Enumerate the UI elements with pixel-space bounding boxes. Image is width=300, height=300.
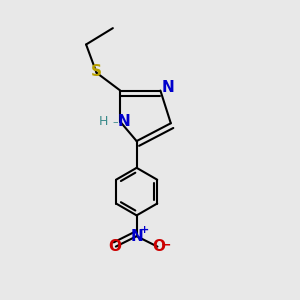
Text: –: – <box>112 117 118 128</box>
Text: O: O <box>152 239 165 254</box>
Text: +: + <box>140 225 150 235</box>
Text: N: N <box>118 114 130 129</box>
Text: N: N <box>130 229 143 244</box>
Text: S: S <box>91 64 102 79</box>
Text: O: O <box>108 239 121 254</box>
Text: −: − <box>161 238 172 252</box>
Text: N: N <box>162 80 175 95</box>
Text: H: H <box>99 115 109 128</box>
